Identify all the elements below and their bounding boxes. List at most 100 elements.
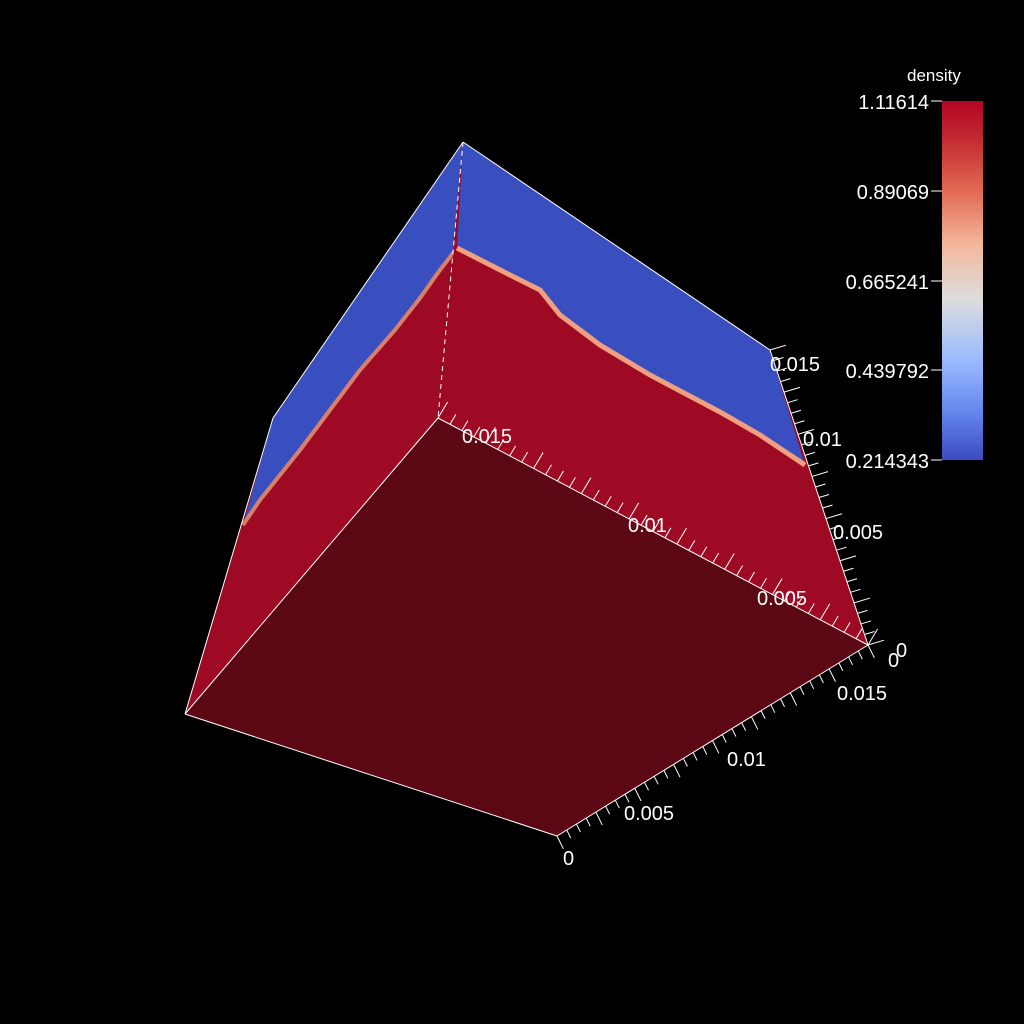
axis-tick [825,513,843,520]
axis-tick [652,521,660,532]
right-axis-tick-label: 0.015 [770,354,820,376]
axis-tick [509,445,517,457]
axis-tick [780,698,785,707]
axis-tick [676,527,687,545]
axis-tick [799,686,805,696]
axis-tick [485,426,496,444]
axis-tick [828,668,836,682]
axis-tick [750,716,759,730]
axis-tick [760,577,767,589]
bottom-axis-tick-label: 0.01 [727,749,766,771]
left-axis-tick-label: 0.01 [628,515,667,537]
axis-tick [449,414,457,425]
axis-tick [545,464,552,476]
axis-tick [804,451,816,456]
axis-tick [839,555,857,562]
axis-tick [595,811,603,826]
bottom-axis-tick-label: 0.005 [624,803,674,825]
axis-tick [724,553,735,570]
axis-tick [748,571,755,583]
axis-tick [461,420,469,431]
axis-tick [568,477,576,488]
axis-tick [673,764,681,778]
axis-tick [664,527,672,539]
axis-tick [822,504,833,509]
axis-tick [634,788,642,802]
axis-tick [497,439,505,450]
edge-line [184,417,274,715]
density-cube [184,141,885,850]
bottom-axis-tick-label: 0.015 [837,683,887,705]
axis-tick [789,692,798,706]
axis-tick [575,823,581,833]
axis-tick [772,578,783,595]
axis-tick [795,596,803,608]
axis-tick [818,674,824,684]
axis-tick [783,386,801,393]
axis-tick [614,799,620,809]
colorbar-tick-label: 0.439792 [846,361,929,383]
axis-tick [736,565,744,576]
axis-tick [832,536,844,541]
axis-tick [801,441,812,446]
colorbar-title: density [907,66,961,85]
axis-tick [624,793,630,803]
colorbar-gradient [942,101,983,460]
axis-tick [843,622,851,633]
axis-tick [521,451,529,463]
axis-tick [769,344,787,351]
axis-tick [437,401,449,419]
axis-tick [815,483,826,488]
left-axis-tick-label: 0.015 [462,426,512,448]
axis-tick [867,639,885,646]
colorbar-tick-label: 0.665241 [846,272,929,294]
colorbar-tick-label: 0.89069 [857,182,929,204]
left-face-blue [243,142,463,525]
axis-tick [848,656,854,666]
corner-axis-label: 0 [888,650,899,672]
axis-tick [592,489,600,501]
left-axis-tick-label: 0.005 [757,588,807,610]
axis-tick [712,740,720,754]
axis-tick [760,710,766,719]
axis-tick [831,615,839,627]
axis-tick [731,728,737,737]
axis-tick [846,578,858,583]
axis-tick [702,746,708,755]
colorbar-tick-label: 0.214343 [846,451,929,473]
left-face-interface [241,246,459,527]
axis-tick [663,770,669,779]
axis-tick [787,399,798,404]
axis-tick [836,546,847,551]
axis-tick [585,817,591,827]
axis-tick [809,680,815,690]
axis-tick [692,752,698,761]
axis-tick [850,588,861,593]
axis-tick [700,546,708,557]
right-face-interface [455,245,807,468]
axis-tick [770,704,776,713]
right-axis-tick-label: 0 [896,640,907,662]
edge-line [184,713,558,837]
axis-tick [797,429,815,435]
colorbar-tick-label: 1.11614 [858,92,929,114]
axis-tick [794,420,805,425]
axis-tick [790,409,802,414]
right-axis-tick-label: 0.01 [803,429,842,451]
axis-tick [864,630,875,635]
axis-tick [843,567,854,572]
colorbar-legend: density 1.11614 0.89069 0.665241 0.43979… [846,66,983,473]
axis-tick [867,644,875,659]
axis-tick [838,662,844,672]
axis-tick [857,650,863,660]
axis-tick [556,835,564,850]
axis-tick [473,426,481,438]
axis-tick [776,367,788,372]
axis-tick [783,590,791,602]
axis-tick [807,603,815,614]
axis-tick [780,378,791,383]
axis-tick [818,494,830,498]
axis-tick [855,628,863,639]
axis-tick [773,357,784,362]
